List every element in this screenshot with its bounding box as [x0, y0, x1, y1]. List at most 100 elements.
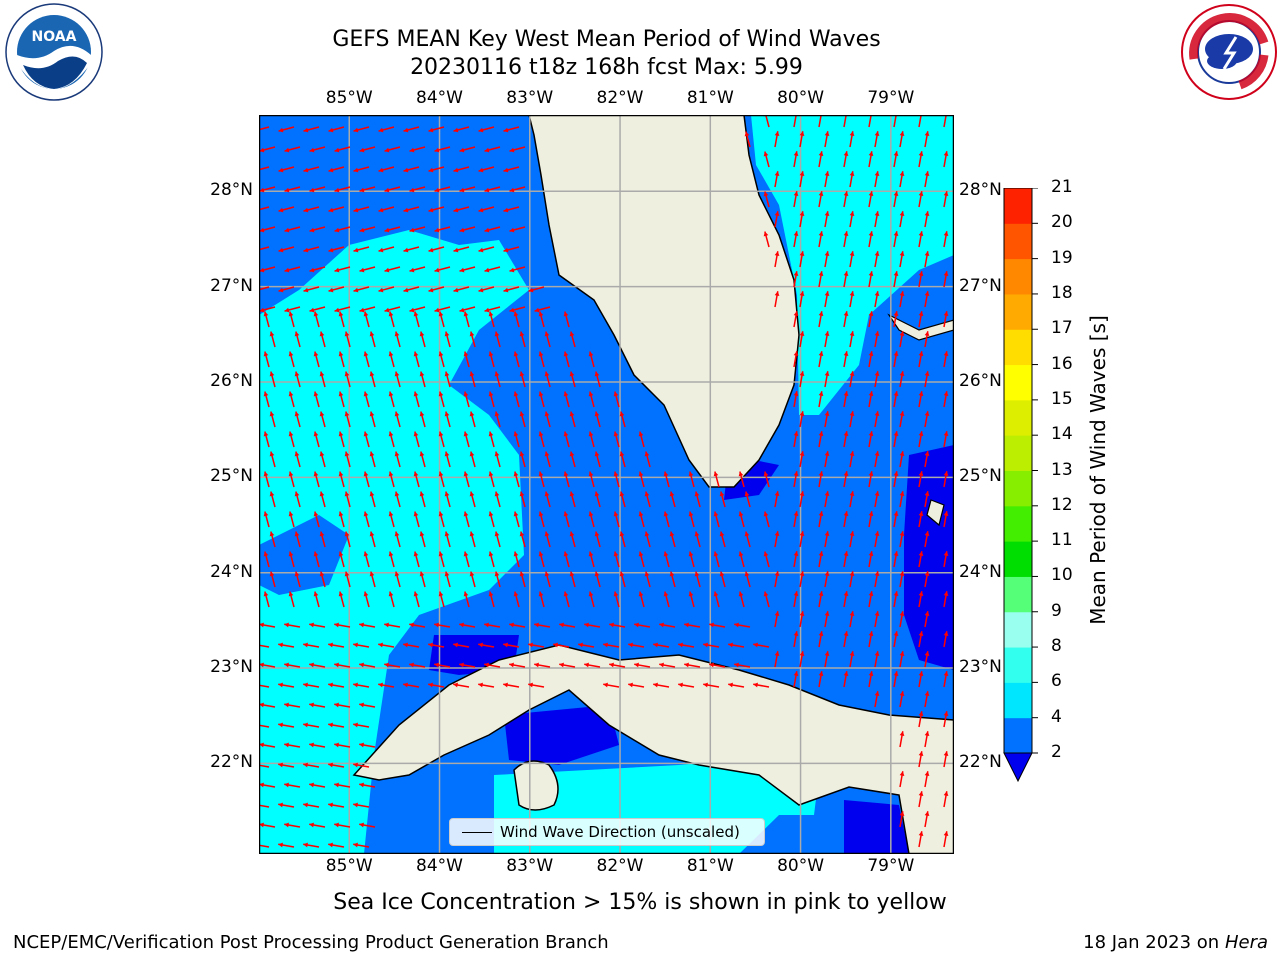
- wave-direction-arrow: [303, 762, 320, 768]
- wave-direction-arrow: [394, 491, 401, 508]
- wave-direction-arrow: [263, 551, 270, 568]
- wave-direction-arrow: [378, 682, 395, 688]
- wave-direction-arrow: [534, 622, 551, 628]
- wave-direction-arrow: [428, 682, 445, 688]
- wave-direction-arrow: [403, 126, 420, 133]
- wave-direction-arrow: [843, 431, 849, 448]
- wave-direction-arrow: [644, 571, 651, 588]
- wave-direction-arrow: [459, 186, 476, 193]
- wave-direction-arrow: [428, 642, 445, 648]
- wave-direction-arrow: [818, 671, 824, 688]
- wave-direction-arrow: [799, 371, 805, 388]
- wave-direction-arrow: [309, 822, 326, 828]
- wave-direction-arrow: [924, 771, 930, 788]
- wave-direction-arrow: [394, 371, 401, 388]
- wave-direction-arrow: [513, 511, 520, 528]
- wave-direction-arrow: [459, 306, 476, 313]
- noaa-logo-icon: NOAA: [5, 3, 103, 101]
- wave-direction-arrow: [824, 331, 830, 348]
- wave-direction-arrow: [259, 702, 276, 708]
- wave-direction-arrow: [799, 411, 805, 428]
- wave-direction-arrow: [709, 662, 726, 668]
- wave-direction-arrow: [849, 451, 855, 468]
- wave-direction-arrow: [849, 611, 855, 628]
- wave-direction-arrow: [384, 662, 401, 668]
- wave-direction-arrow: [394, 451, 401, 468]
- darkblue-region: [904, 445, 954, 670]
- map-legend: Wind Wave Direction (unscaled): [449, 818, 765, 846]
- wave-direction-arrow: [369, 531, 376, 548]
- wave-direction-arrow: [484, 306, 501, 313]
- wave-direction-arrow: [849, 411, 855, 428]
- wave-direction-arrow: [278, 166, 295, 173]
- wave-direction-arrow: [388, 471, 395, 488]
- wave-direction-arrow: [544, 451, 551, 468]
- wave-direction-arrow: [269, 371, 276, 388]
- wave-direction-arrow: [319, 451, 326, 468]
- wave-direction-arrow: [288, 591, 295, 608]
- wave-direction-arrow: [594, 531, 601, 548]
- wave-direction-arrow: [359, 186, 376, 193]
- wave-direction-arrow: [613, 591, 620, 608]
- wave-direction-arrow: [453, 246, 470, 253]
- lat-tick-label: 23°N: [959, 657, 1002, 678]
- wave-direction-arrow: [409, 306, 426, 313]
- wave-direction-arrow: [688, 471, 695, 488]
- wave-direction-arrow: [849, 171, 855, 188]
- wave-direction-arrow: [338, 391, 345, 408]
- wave-direction-arrow: [353, 722, 370, 728]
- wave-direction-arrow: [313, 471, 320, 488]
- wave-direction-arrow: [419, 331, 426, 348]
- wave-direction-arrow: [818, 231, 824, 248]
- wave-direction-arrow: [713, 511, 720, 528]
- wave-direction-arrow: [384, 306, 401, 313]
- wave-direction-arrow: [799, 571, 805, 588]
- wave-direction-arrow: [378, 206, 395, 213]
- wave-direction-arrow: [513, 351, 520, 368]
- wave-direction-arrow: [943, 751, 949, 768]
- lon-tick-label: 85°W: [325, 856, 373, 876]
- wave-direction-arrow: [843, 631, 849, 648]
- wave-direction-arrow: [469, 331, 476, 348]
- wave-direction-arrow: [409, 622, 426, 628]
- wave-direction-arrow: [338, 431, 345, 448]
- wave-direction-arrow: [943, 631, 949, 648]
- wave-direction-arrow: [334, 266, 351, 273]
- wave-direction-arrow: [849, 131, 855, 148]
- wave-direction-arrow: [924, 411, 930, 428]
- wave-direction-arrow: [388, 551, 395, 568]
- wave-direction-arrow: [659, 622, 676, 628]
- wave-direction-arrow: [943, 271, 949, 288]
- wave-direction-arrow: [818, 391, 824, 408]
- wave-direction-arrow: [728, 642, 745, 648]
- footer-left: NCEP/EMC/Verification Post Processing Pr…: [13, 932, 609, 953]
- wave-direction-arrow: [874, 291, 880, 308]
- wave-direction-arrow: [824, 451, 830, 468]
- wave-direction-arrow: [584, 662, 601, 668]
- colorbar-segment: [1004, 505, 1032, 542]
- lon-tick-label: 79°W: [867, 88, 915, 108]
- wave-direction-arrow: [509, 662, 526, 668]
- wave-direction-arrow: [313, 511, 320, 528]
- wave-direction-arrow: [578, 642, 595, 648]
- wave-direction-arrow: [419, 411, 426, 428]
- wave-direction-arrow: [918, 591, 924, 608]
- wave-direction-arrow: [409, 226, 426, 233]
- wave-direction-arrow: [563, 591, 570, 608]
- wave-direction-arrow: [259, 742, 276, 748]
- wave-direction-arrow: [594, 451, 601, 468]
- wave-direction-arrow: [353, 246, 370, 253]
- wave-direction-arrow: [353, 642, 370, 648]
- wave-direction-arrow: [478, 126, 495, 133]
- wave-direction-arrow: [344, 411, 351, 428]
- wave-direction-arrow: [763, 191, 770, 208]
- wave-direction-arrow: [763, 591, 770, 608]
- wave-direction-arrow: [344, 371, 351, 388]
- wave-direction-arrow: [469, 531, 476, 548]
- wave-direction-arrow: [259, 684, 270, 688]
- wave-direction-arrow: [638, 591, 645, 608]
- wave-direction-arrow: [363, 311, 370, 328]
- wave-direction-arrow: [713, 551, 720, 568]
- wave-direction-arrow: [334, 226, 351, 233]
- wave-direction-arrow: [294, 531, 301, 548]
